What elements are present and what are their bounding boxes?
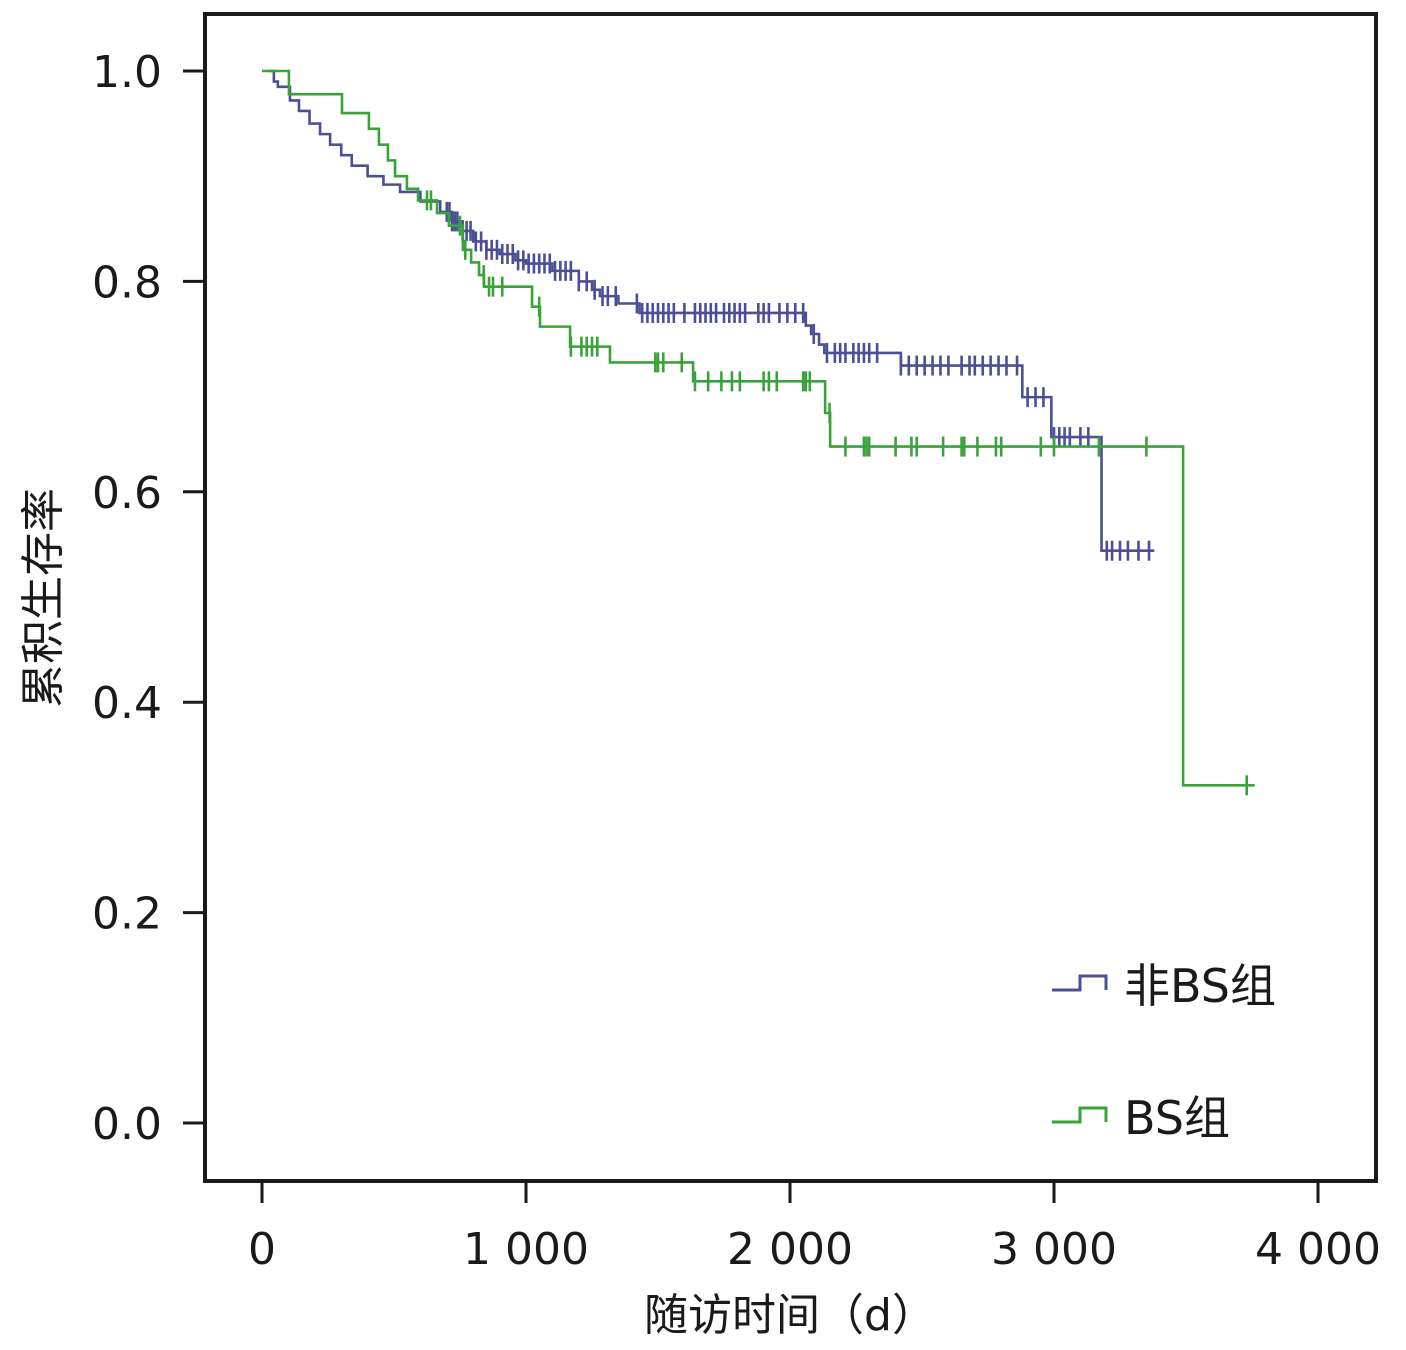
y-tick-label: 0.0	[92, 1099, 162, 1150]
x-axis-label: 随访时间（d）	[644, 1290, 936, 1341]
y-axis-label: 累积生存率	[18, 488, 69, 708]
y-tick-label: 0.4	[92, 678, 162, 729]
y-tick-label: 0.2	[92, 889, 162, 940]
series-bs	[262, 69, 1255, 796]
survival-line-non-bs	[269, 69, 1155, 553]
legend-label-bs: BS组	[1124, 1091, 1230, 1145]
x-tick-label: 4 000	[1255, 1224, 1381, 1275]
survival-line-bs	[262, 69, 1255, 787]
x-axis: 0 1 000 2 000 3 000 4 000	[248, 1181, 1381, 1275]
y-tick-label: 0.6	[92, 468, 162, 519]
y-tick-label: 0.8	[92, 257, 162, 308]
legend-label-non-bs: 非BS组	[1124, 959, 1276, 1013]
x-tick-label: 0	[248, 1224, 276, 1275]
legend-symbol-bs	[1052, 1106, 1108, 1124]
y-axis: 0.0 0.2 0.4 0.6 0.8 1.0	[92, 47, 205, 1150]
legend-symbol-non-bs	[1052, 974, 1108, 992]
x-tick-label: 2 000	[727, 1224, 853, 1275]
legend: 非BS组 BS组	[1052, 959, 1276, 1145]
x-tick-label: 1 000	[463, 1224, 589, 1275]
x-tick-label: 3 000	[991, 1224, 1117, 1275]
series-non-bs	[269, 69, 1155, 561]
survival-curves	[262, 69, 1255, 796]
y-tick-label: 1.0	[92, 47, 162, 98]
